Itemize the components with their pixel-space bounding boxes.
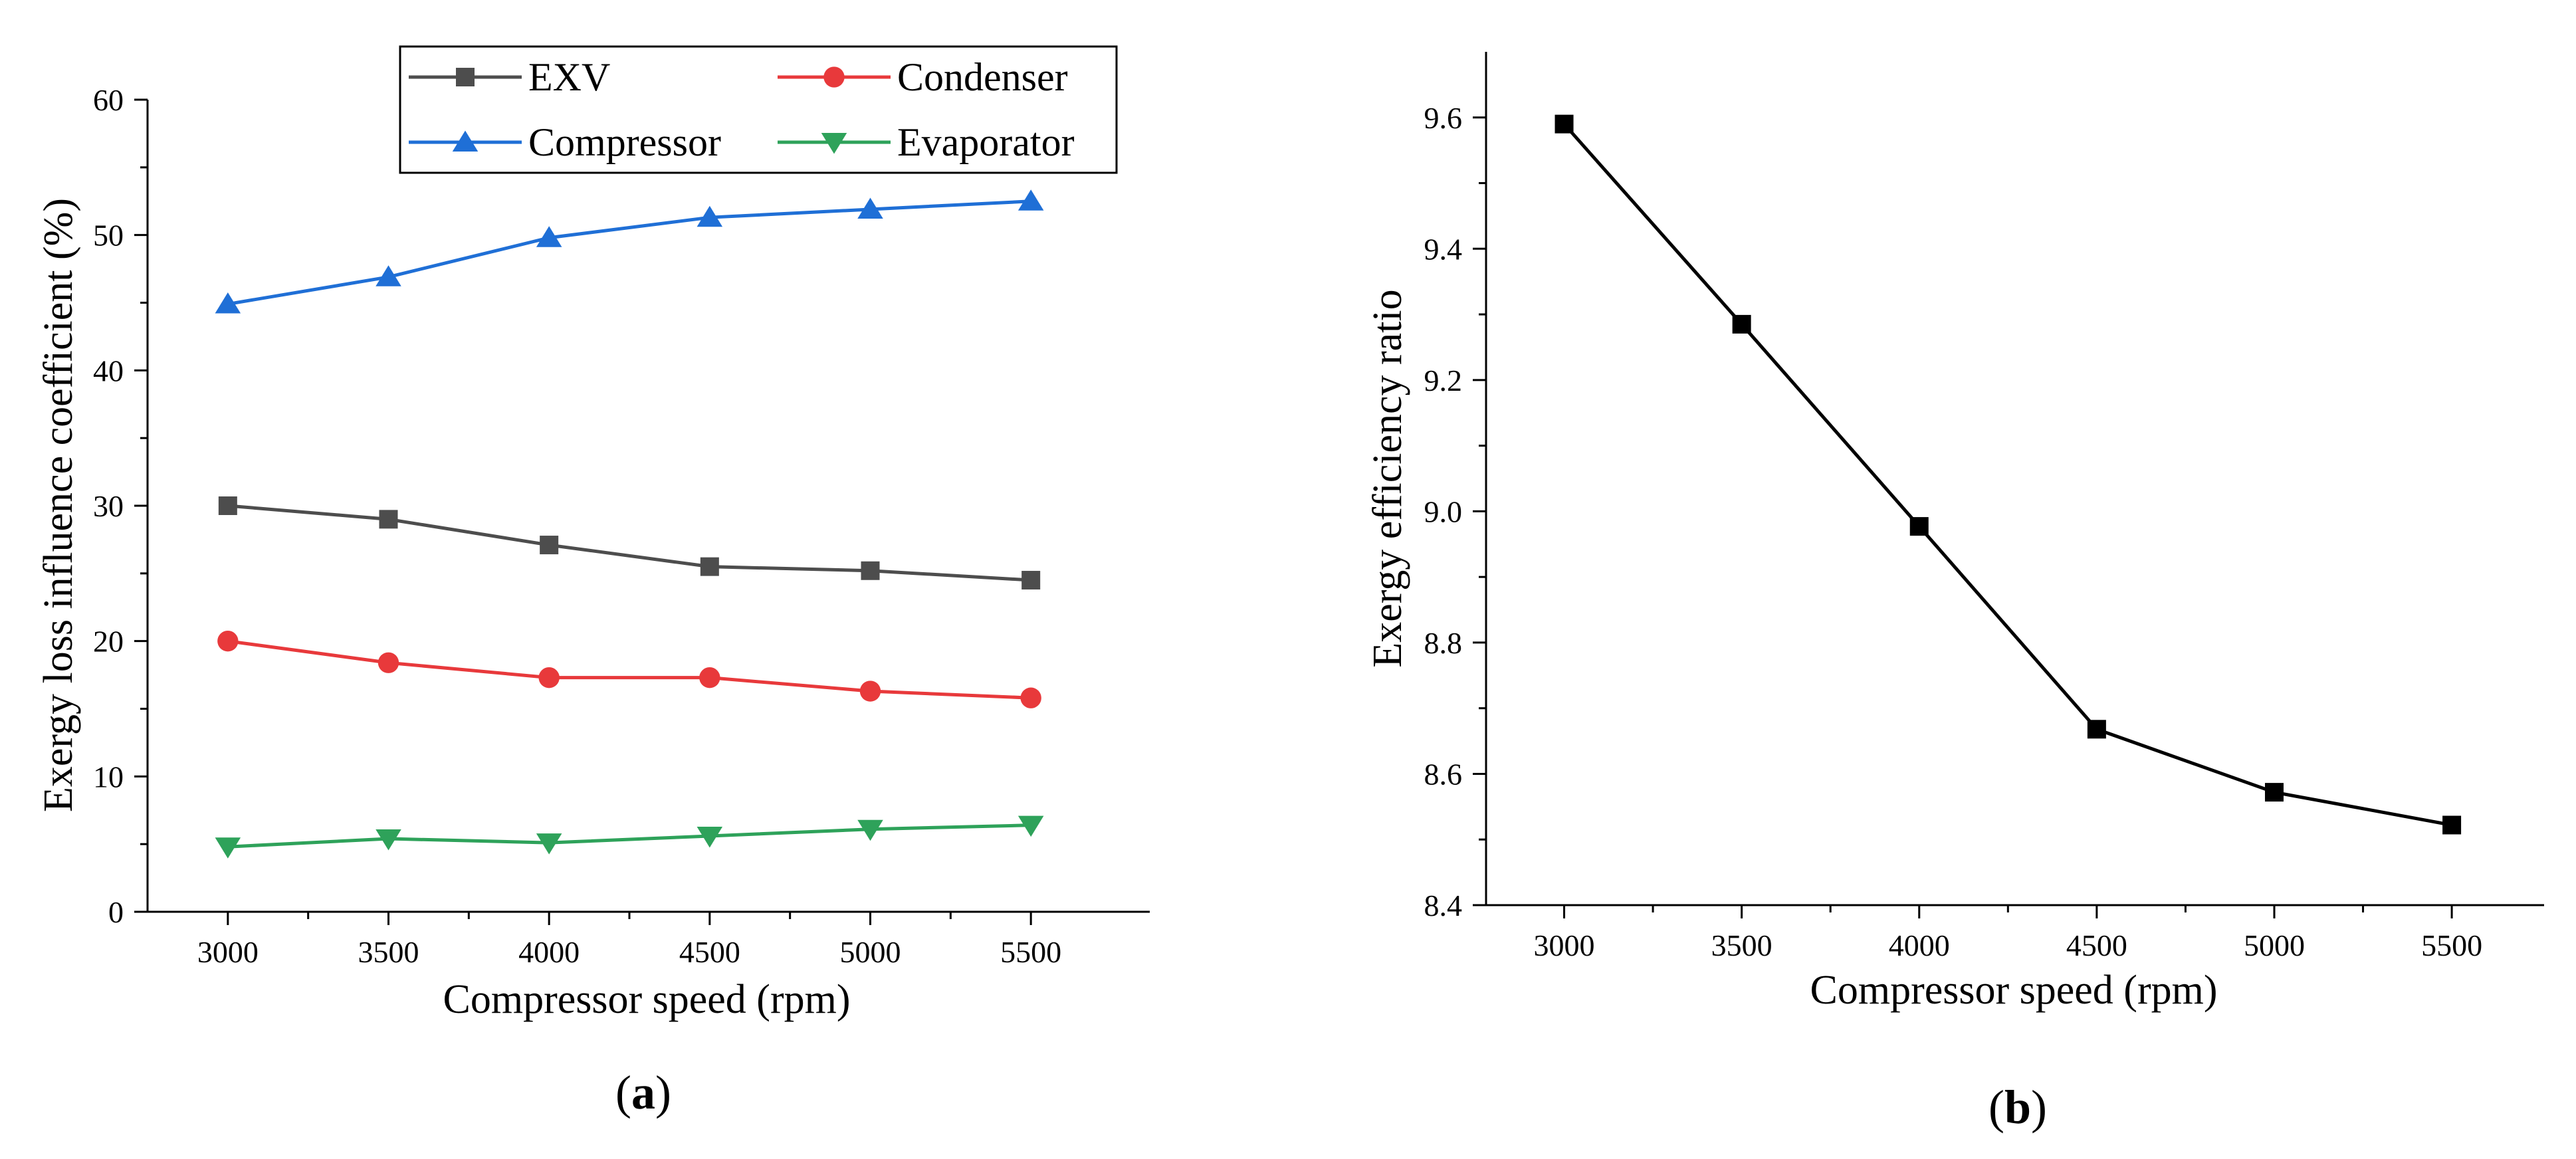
chart-a-point-condenser [217, 630, 239, 652]
chart-b-x-tick-label: 4000 [1889, 928, 1950, 962]
chart-a-point-exv [1021, 571, 1041, 590]
chart-b-axes [1485, 52, 2544, 906]
chart-a-point-condenser [538, 667, 560, 688]
chart-a-point-exv [379, 510, 398, 529]
chart-b-x-tick-label: 4500 [2066, 928, 2127, 962]
chart-a-legend-marker-condenser [823, 66, 845, 88]
chart-b-y-tick-label: 8.8 [1424, 626, 1463, 660]
chart-a-legend-label-condenser: Condenser [897, 55, 1068, 99]
chart-panel-a: 3000 3500 4000 4500 5000 5500 0 10 20 30 40 50 60 Co… [36, 45, 1150, 1119]
chart-b-y-tick-label: 9.0 [1424, 494, 1463, 528]
chart-b-point [2442, 815, 2462, 835]
chart-b-y-tick-label: 9.2 [1424, 364, 1463, 397]
chart-a-axes [146, 100, 1150, 913]
chart-b-caption: (b) [1988, 1081, 2047, 1134]
chart-b-x-tick-label: 5000 [2244, 928, 2305, 962]
chart-b-caption-letter: b [2004, 1081, 2031, 1134]
chart-b-ticks: 3000 3500 4000 4500 5000 5500 8.4 8.6 8.8 9.0 9.2 9… [1424, 101, 2483, 962]
chart-b-y-tick-label: 8.4 [1424, 889, 1463, 922]
chart-a-point-condenser [1020, 687, 1041, 708]
chart-a-point-evaporator [697, 826, 723, 848]
chart-a-point-compressor [697, 205, 723, 227]
chart-a-point-condenser [859, 681, 881, 702]
chart-b-point [1732, 314, 1751, 334]
chart-a-point-exv [700, 557, 719, 576]
chart-a-point-compressor [1018, 189, 1044, 211]
chart-a-series-line-compressor [227, 199, 1031, 306]
chart-a-point-evaporator [376, 829, 401, 851]
chart-a-point-compressor [857, 197, 883, 219]
chart-a-point-evaporator [1018, 815, 1044, 837]
chart-a-legend-label-exv: EXV [528, 55, 610, 99]
chart-a-legend-label-evaporator: Evaporator [897, 120, 1075, 164]
chart-a-caption-letter: a [631, 1066, 655, 1119]
chart-a-ticks: 3000 3500 4000 4500 5000 5500 0 10 20 30 40 50 60 [93, 83, 1061, 969]
chart-a-y-tick-label: 40 [93, 354, 124, 387]
chart-a-x-tick-label: 5000 [840, 935, 901, 969]
chart-b-y-tick-label: 8.6 [1424, 757, 1463, 791]
chart-a-series-line-evaporator [227, 823, 1031, 849]
chart-b-y-tick-label: 9.4 [1424, 232, 1463, 266]
chart-a-y-tick-label: 10 [93, 760, 124, 793]
chart-a-legend-marker-compressor [452, 130, 479, 152]
chart-a-x-tick-label: 4500 [679, 935, 740, 969]
chart-a-ylabel: Exergy loss influence coefficient (%) [36, 198, 81, 812]
chart-a-x-tick-label: 3000 [197, 935, 259, 969]
chart-a-point-evaporator [215, 837, 241, 859]
chart-a-point-evaporator [857, 819, 883, 841]
chart-a-series [215, 189, 1044, 859]
chart-a-legend-marker-exv [456, 68, 475, 86]
chart-a-legend-box [399, 45, 1118, 174]
chart-a-series-line-condenser [227, 639, 1031, 700]
chart-b-series [1555, 114, 2462, 835]
chart-b-x-tick-label: 3500 [1711, 928, 1772, 962]
chart-a-x-tick-label: 4000 [518, 935, 580, 969]
chart-a-x-tick-label: 3500 [358, 935, 419, 969]
chart-b-x-tick-label: 5500 [2421, 928, 2482, 962]
chart-a-point-exv [540, 536, 559, 555]
chart-b-point [1909, 517, 1929, 536]
chart-a-point-exv [218, 496, 237, 515]
chart-a-y-tick-label: 20 [93, 625, 124, 659]
chart-a-point-exv [861, 561, 880, 580]
chart-a-point-condenser [699, 667, 720, 688]
chart-a-point-compressor [536, 226, 562, 247]
chart-a-y-tick-label: 30 [93, 489, 124, 523]
chart-b-point [2087, 720, 2106, 739]
chart-a-legend-label-compressor: Compressor [528, 120, 721, 164]
chart-a-legend-marker-evaporator [821, 133, 847, 154]
chart-panel-b: 3000 3500 4000 4500 5000 5500 8.4 8.6 8.8 9.0 9.2 9… [1365, 52, 2544, 1134]
chart-a-series-line-exv [227, 504, 1031, 582]
chart-a-y-tick-label: 50 [93, 219, 124, 253]
chart-a-y-tick-label: 60 [93, 83, 124, 117]
chart-b-xlabel: Compressor speed (rpm) [1810, 968, 2218, 1013]
chart-b-ylabel: Exergy efficiency ratio [1365, 289, 1410, 667]
chart-a-xlabel: Compressor speed (rpm) [443, 977, 851, 1022]
chart-a-y-tick-label: 0 [108, 895, 124, 929]
chart-b-x-tick-label: 3000 [1534, 928, 1595, 962]
chart-b-point [1555, 114, 1574, 134]
chart-a-caption: (a) [615, 1066, 671, 1119]
chart-a-point-condenser [377, 652, 399, 673]
chart-b-y-tick-label: 9.6 [1424, 101, 1463, 135]
chart-b-series-line [1562, 122, 2452, 827]
chart-a-point-evaporator [536, 833, 562, 855]
chart-b-point [2264, 783, 2284, 802]
chart-a-point-compressor [376, 265, 401, 286]
chart-a-point-compressor [215, 292, 241, 314]
chart-a-legend: EXV Condenser Compressor Evaporator [399, 45, 1118, 174]
chart-a-x-tick-label: 5500 [1000, 935, 1061, 969]
